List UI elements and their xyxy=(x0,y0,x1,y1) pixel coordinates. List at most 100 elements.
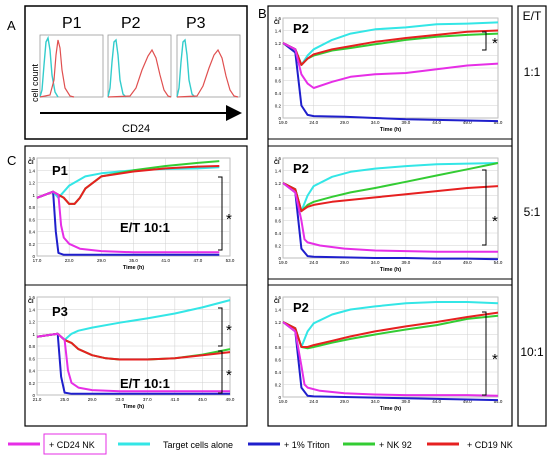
panel-a-y-label: cell count xyxy=(30,63,40,102)
hist-title-p3: P3 xyxy=(186,15,206,32)
y-tick-label: 1.6 xyxy=(275,16,282,21)
x-tick-label: 54.0 xyxy=(494,399,503,404)
y-tick-label: 0.6 xyxy=(275,79,282,84)
y-tick-label: 1.4 xyxy=(275,308,282,313)
y-axis-label: CI xyxy=(274,299,280,305)
y-tick-label: 0 xyxy=(278,116,281,121)
y-axis-label: CI xyxy=(28,160,34,166)
panel-b2-frame xyxy=(267,145,513,280)
x-tick-label: 39.0 xyxy=(401,399,410,404)
x-tick-label: 24.0 xyxy=(309,120,318,125)
x-tick-label: 39.0 xyxy=(401,260,410,265)
chart-title: P3 xyxy=(52,304,68,319)
hist-title-p1: P1 xyxy=(62,15,82,32)
x-tick-label: 34.0 xyxy=(371,260,380,265)
x-tick-label: 44.0 xyxy=(432,260,441,265)
y-tick-label: 0 xyxy=(32,254,35,259)
et-annotation-c1: E/T 10:1 xyxy=(120,220,170,235)
y-tick-label: 0.4 xyxy=(29,230,36,235)
y-tick-label: 0.4 xyxy=(275,91,282,96)
panel-b1-frame xyxy=(267,5,513,140)
y-tick-label: 0.2 xyxy=(29,242,36,247)
histogram-p1-cyan xyxy=(39,35,59,98)
chart-b3: 0 0.2 0.4 0.6 0.8 1 1.2 1.4 1.6 19.0 24.0 29.0 34.0 3… xyxy=(274,295,503,412)
y-tick-label: 0.2 xyxy=(275,244,282,249)
panel-b-letter: B xyxy=(258,6,267,21)
bracket-b1 xyxy=(482,31,487,51)
significance-b2: * xyxy=(492,213,498,230)
x-axis-label: Time (h) xyxy=(123,404,144,410)
histogram-p3 xyxy=(176,34,241,98)
y-tick-label: 0.8 xyxy=(29,344,36,349)
y-tick-label: 0.4 xyxy=(29,369,36,374)
significance-b3: * xyxy=(492,351,498,368)
panel-b3-frame xyxy=(267,284,513,427)
x-tick-label: 35.0 xyxy=(129,258,138,263)
x-tick-label: 47.0 xyxy=(193,258,202,263)
y-tick-label: 1 xyxy=(278,333,281,338)
legend: + CD24 NK Target cells alone + 1% Triton… xyxy=(8,433,513,455)
x-tick-label: 49.0 xyxy=(226,397,235,402)
x-tick-label: 24.0 xyxy=(309,260,318,265)
x-axis-label: Time (h) xyxy=(380,267,401,273)
x-tick-label: 29.0 xyxy=(340,260,349,265)
y-tick-label: 0.6 xyxy=(275,358,282,363)
series-line-1-triton xyxy=(282,321,499,402)
y-tick-label: 1.4 xyxy=(29,307,36,312)
x-tick-label: 49.0 xyxy=(463,260,472,265)
ratio-label-1: 1:1 xyxy=(524,65,541,79)
significance-c2-lower: * xyxy=(226,367,232,384)
x-tick-label: 45.0 xyxy=(198,397,207,402)
y-tick-label: 0.6 xyxy=(29,356,36,361)
x-tick-label: 53.0 xyxy=(226,258,235,263)
y-tick-label: 0.8 xyxy=(275,206,282,211)
x-tick-label: 54.0 xyxy=(494,120,503,125)
bracket-b3 xyxy=(482,311,487,396)
y-tick-label: 0.2 xyxy=(275,383,282,388)
x-tick-label: 49.0 xyxy=(463,120,472,125)
bracket-c1 xyxy=(218,176,223,251)
y-tick-label: 1.4 xyxy=(275,169,282,174)
y-tick-label: 1.4 xyxy=(29,168,36,173)
x-tick-label: 29.0 xyxy=(340,120,349,125)
histogram-p2-red xyxy=(107,48,172,98)
ratio-label-3: 10:1 xyxy=(520,345,544,359)
legend-label-triton: + 1% Triton xyxy=(284,440,330,450)
y-axis-label: CI xyxy=(274,20,280,26)
y-tick-label: 0.8 xyxy=(275,345,282,350)
series-line-1-triton xyxy=(36,332,230,395)
chart-b2: 0 0.2 0.4 0.6 0.8 1 1.2 1.4 1.6 19.0 24.0 29.0 34.0 3… xyxy=(274,156,503,273)
y-tick-label: 0.2 xyxy=(275,104,282,109)
x-axis-label: Time (h) xyxy=(380,406,401,412)
x-tick-label: 29.0 xyxy=(97,258,106,263)
series-line-1-triton xyxy=(36,190,220,256)
series-line-cd24-nk xyxy=(36,332,230,393)
x-tick-label: 33.0 xyxy=(115,397,124,402)
x-tick-label: 49.0 xyxy=(463,399,472,404)
x-tick-label: 34.0 xyxy=(371,120,380,125)
histogram-p2 xyxy=(107,34,172,98)
chart-c2: 0 0.2 0.4 0.6 0.8 1 1.2 1.4 1.6 21.0 25.0 29.0 33.0 3… xyxy=(28,295,235,410)
bracket-c2-upper xyxy=(218,307,223,347)
panel-c-letter: C xyxy=(7,153,16,168)
significance-brackets: * * * * * * xyxy=(218,31,498,396)
x-tick-label: 29.0 xyxy=(340,399,349,404)
et-annotation-c2: E/T 10:1 xyxy=(120,376,170,391)
histogram-p2-frame xyxy=(107,34,172,98)
series-line-cd24-nk xyxy=(282,42,499,89)
x-tick-label: 39.0 xyxy=(401,120,410,125)
significance-c2-upper: * xyxy=(226,322,232,339)
significance-b1: * xyxy=(492,35,498,52)
panel-a-letter: A xyxy=(7,18,16,33)
bracket-b2 xyxy=(482,169,487,246)
y-tick-label: 1 xyxy=(278,194,281,199)
y-tick-label: 1.6 xyxy=(275,156,282,161)
panel-a-x-label: CD24 xyxy=(122,123,150,135)
y-tick-label: 0 xyxy=(32,393,35,398)
y-tick-label: 1.6 xyxy=(29,156,36,161)
y-tick-label: 1.4 xyxy=(275,29,282,34)
y-tick-label: 0.4 xyxy=(275,370,282,375)
y-tick-label: 1 xyxy=(278,54,281,59)
legend-box-cd24-nk xyxy=(43,433,107,455)
